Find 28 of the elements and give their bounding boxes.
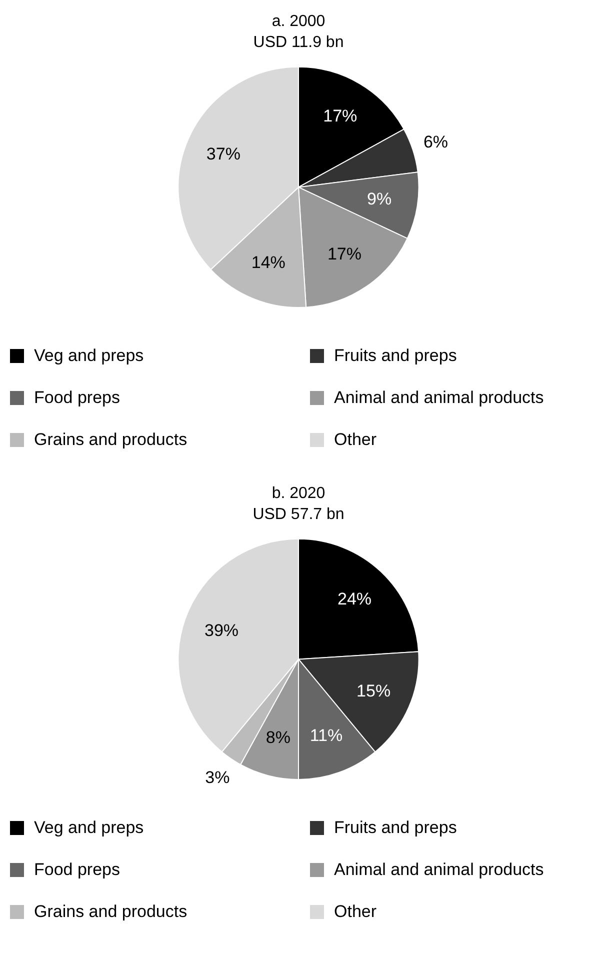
legend-label: Animal and animal products xyxy=(334,860,544,880)
data-label: 14% xyxy=(251,252,286,272)
legend-label: Other xyxy=(334,430,377,450)
legend-label: Other xyxy=(334,902,377,922)
legend-label: Grains and products xyxy=(34,902,188,922)
legend-label: Food preps xyxy=(34,388,120,408)
legend-label: Fruits and preps xyxy=(334,818,457,838)
data-label: 15% xyxy=(356,681,391,700)
data-label: 6% xyxy=(423,132,448,152)
legend-label: Fruits and preps xyxy=(334,346,457,366)
data-label: 39% xyxy=(204,621,239,640)
chart-title: a. 2000 xyxy=(272,13,326,30)
data-label: 17% xyxy=(327,244,362,264)
data-label: 37% xyxy=(206,144,240,164)
legend-label: Animal and animal products xyxy=(334,388,544,408)
data-label: 11% xyxy=(310,726,343,745)
legend-label: Food preps xyxy=(34,860,120,880)
chart-subtitle: USD 11.9 bn xyxy=(253,34,344,52)
data-label: 17% xyxy=(323,106,358,126)
chart-title: b. 2020 xyxy=(272,485,326,502)
legend-label: Grains and products xyxy=(34,430,188,450)
data-label: 8% xyxy=(266,728,290,748)
data-label: 9% xyxy=(367,190,392,209)
legend-label: Veg and preps xyxy=(34,346,144,366)
data-label: 24% xyxy=(337,589,372,608)
data-label: 3% xyxy=(205,768,230,788)
legend-label: Veg and preps xyxy=(34,818,144,838)
chart-subtitle: USD 57.7 bn xyxy=(252,506,344,524)
